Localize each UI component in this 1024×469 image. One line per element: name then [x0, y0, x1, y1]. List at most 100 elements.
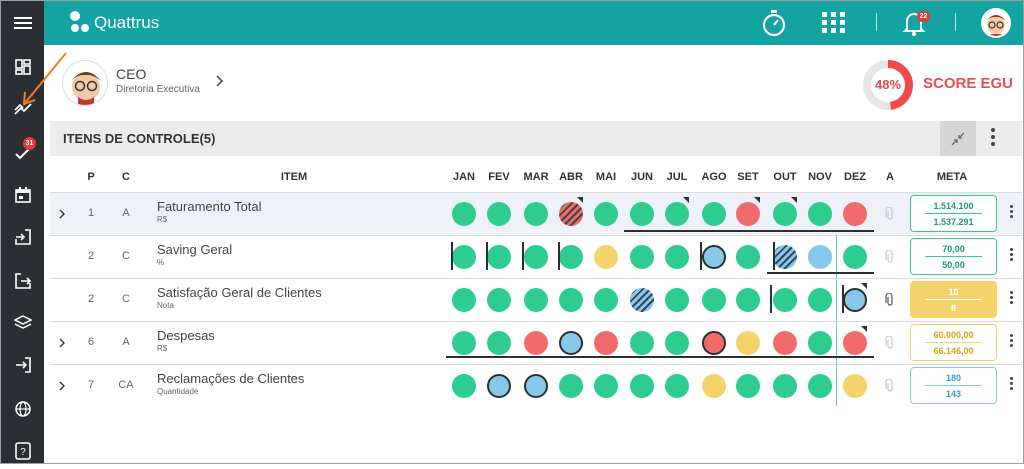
profile-avatar[interactable] — [62, 60, 108, 106]
status-dot[interactable] — [524, 288, 548, 312]
status-dot[interactable] — [843, 202, 867, 226]
logout-icon[interactable] — [1, 347, 44, 383]
status-dot[interactable] — [487, 288, 511, 312]
status-dot[interactable] — [594, 331, 618, 355]
status-dot[interactable] — [594, 374, 618, 398]
status-dot[interactable] — [773, 202, 797, 226]
status-dot[interactable] — [524, 202, 548, 226]
status-dot[interactable] — [843, 288, 867, 312]
status-dot[interactable] — [773, 245, 797, 269]
dashboard-icon[interactable] — [1, 49, 44, 85]
item-name[interactable]: Reclamações de Clientes — [157, 371, 305, 386]
collapse-button[interactable] — [940, 121, 976, 156]
status-dot[interactable] — [524, 374, 548, 398]
item-name[interactable]: Satisfação Geral de Clientes — [157, 285, 322, 300]
status-dot[interactable] — [843, 331, 867, 355]
globe-icon[interactable] — [1, 391, 44, 427]
status-dot[interactable] — [559, 202, 583, 226]
status-dot[interactable] — [487, 331, 511, 355]
status-dot[interactable] — [702, 374, 726, 398]
status-dot[interactable] — [452, 374, 476, 398]
section-menu-icon[interactable] — [991, 128, 995, 146]
status-dot[interactable] — [843, 245, 867, 269]
apps-grid-icon[interactable] — [821, 11, 847, 35]
meta-box[interactable]: 70,00 50,00 — [910, 238, 997, 275]
status-dot[interactable] — [452, 331, 476, 355]
status-dot[interactable] — [630, 374, 654, 398]
table-row[interactable]: 1 A Faturamento Total R$ 1.514.100 1.537.291 — [50, 192, 1022, 234]
table-row[interactable]: 2 C Satisfação Geral de Clientes Nota 10 8 — [50, 278, 1022, 320]
meta-box[interactable]: 60.000,00 66.146,00 — [910, 324, 997, 361]
calendar-icon[interactable] — [1, 177, 44, 213]
status-dot[interactable] — [630, 245, 654, 269]
status-dot[interactable] — [808, 245, 832, 269]
status-dot[interactable] — [736, 374, 760, 398]
user-avatar[interactable] — [980, 7, 1012, 39]
status-dot[interactable] — [702, 331, 726, 355]
attachment-icon[interactable] — [885, 250, 895, 264]
status-dot[interactable] — [524, 331, 548, 355]
status-dot[interactable] — [773, 288, 797, 312]
status-dot[interactable] — [736, 245, 760, 269]
status-dot[interactable] — [808, 331, 832, 355]
status-dot[interactable] — [594, 288, 618, 312]
status-dot[interactable] — [665, 374, 689, 398]
item-name[interactable]: Despesas — [157, 328, 215, 343]
status-dot[interactable] — [630, 288, 654, 312]
table-row[interactable]: 6 A Despesas R$ 60.000,00 66.146,00 — [50, 321, 1022, 363]
status-dot[interactable] — [808, 374, 832, 398]
status-dot[interactable] — [665, 202, 689, 226]
attachment-icon[interactable] — [885, 207, 895, 221]
status-dot[interactable] — [594, 202, 618, 226]
meta-box[interactable]: 1.514.100 1.537.291 — [910, 195, 997, 232]
import-icon[interactable] — [1, 263, 44, 299]
status-dot[interactable] — [843, 374, 867, 398]
row-menu-icon[interactable] — [1010, 377, 1013, 390]
status-dot[interactable] — [702, 202, 726, 226]
row-menu-icon[interactable] — [1010, 291, 1013, 304]
status-dot[interactable] — [452, 288, 476, 312]
status-dot[interactable] — [665, 245, 689, 269]
status-dot[interactable] — [594, 245, 618, 269]
stopwatch-icon[interactable] — [760, 9, 788, 37]
status-dot[interactable] — [559, 245, 583, 269]
export-icon[interactable] — [1, 219, 44, 255]
expand-chevron-icon[interactable] — [58, 338, 66, 348]
status-dot[interactable] — [487, 202, 511, 226]
row-menu-icon[interactable] — [1010, 334, 1013, 347]
expand-chevron-icon[interactable] — [58, 209, 66, 219]
status-dot[interactable] — [452, 245, 476, 269]
status-dot[interactable] — [665, 288, 689, 312]
status-dot[interactable] — [808, 202, 832, 226]
status-dot[interactable] — [808, 288, 832, 312]
meta-box[interactable]: 10 8 — [910, 281, 997, 318]
chevron-right-icon[interactable] — [215, 74, 225, 88]
menu-icon[interactable] — [1, 5, 44, 41]
trend-chart-icon[interactable] — [1, 91, 44, 127]
status-dot[interactable] — [559, 288, 583, 312]
layers-icon[interactable] — [1, 305, 44, 341]
attachment-icon[interactable] — [885, 379, 895, 393]
status-dot[interactable] — [665, 331, 689, 355]
status-dot[interactable] — [487, 245, 511, 269]
brand-logo[interactable]: Quattrus — [68, 10, 159, 36]
status-dot[interactable] — [559, 374, 583, 398]
status-dot[interactable] — [702, 288, 726, 312]
expand-chevron-icon[interactable] — [58, 381, 66, 391]
help-icon[interactable]: ? — [1, 433, 44, 469]
item-name[interactable]: Faturamento Total — [157, 199, 262, 214]
status-dot[interactable] — [736, 202, 760, 226]
item-name[interactable]: Saving Geral — [157, 242, 233, 257]
tasks-check-icon[interactable]: 31 — [1, 135, 44, 171]
status-dot[interactable] — [630, 331, 654, 355]
meta-box[interactable]: 180 143 — [910, 367, 997, 404]
status-dot[interactable] — [487, 374, 511, 398]
attachment-icon[interactable] — [885, 336, 895, 350]
status-dot[interactable] — [630, 202, 654, 226]
status-dot[interactable] — [773, 331, 797, 355]
row-menu-icon[interactable] — [1010, 248, 1013, 261]
row-menu-icon[interactable] — [1010, 205, 1013, 218]
status-dot[interactable] — [559, 331, 583, 355]
table-row[interactable]: 7 CA Reclamações de Clientes Quantidade 180 1… — [50, 364, 1022, 406]
table-row[interactable]: 2 C Saving Geral% 70,00 50,00 — [50, 235, 1022, 277]
